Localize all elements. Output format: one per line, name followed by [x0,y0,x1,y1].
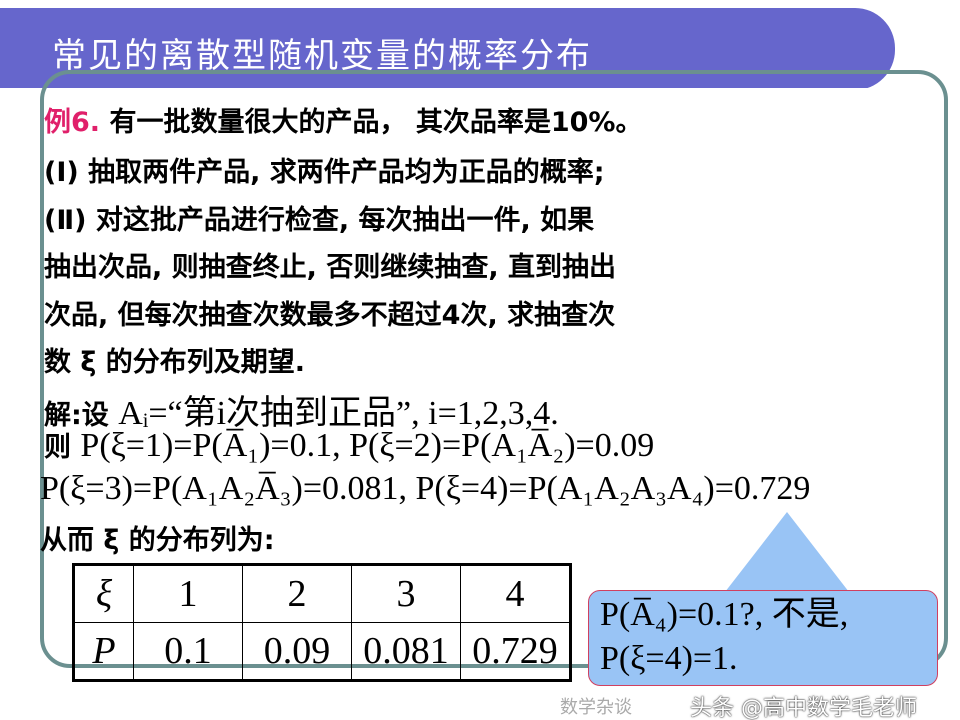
problem-line-2: (Ⅰ) 抽取两件产品, 求两件产品均为正品的概率; [44,157,605,188]
solution-line-1: 解:设 Aᵢ=“第i次抽到正品”, i=1,2,3,4. [44,385,559,434]
distribution-table: ξ 1 2 3 4 P 0.1 0.09 0.081 0.729 [72,563,572,682]
solution-label: 解:设 [44,400,109,431]
table-cell: 3 [351,564,461,623]
watermark-logo: 数学杂谈 [560,697,632,718]
problem-line-1: 例6. 有一批数量很大的产品， 其次品率是10%。 [44,100,642,139]
callout-pointer [725,512,849,592]
table-cell: 2 [242,564,352,623]
table-cell: 0.1 [133,622,243,681]
table-cell: 0.729 [460,622,571,681]
table-cell: 1 [133,564,243,623]
table-cell: 0.09 [242,622,352,681]
problem-line-4: 抽出次品, 则抽查终止, 否则继续抽查, 直到抽出 [44,252,616,283]
solution-math: Aᵢ=“第i次抽到正品”, i=1,2,3,4. [118,395,559,432]
watermark: 头条 @高中数学毛老师 [690,696,917,720]
table-cell: 0.081 [351,622,461,681]
solution-line-3: P(ξ=3)=P(A₁A₂A̅₃)=0.081, P(ξ=4)=P(A₁A₂A₃… [40,470,810,508]
table-cell: ξ [73,564,134,623]
problem-line-6: 数 ξ 的分布列及期望. [44,347,306,378]
title-bar [0,8,895,90]
table-cell: P [73,622,134,681]
solution-math: P(ξ=1)=P(A̅₁)=0.1, P(ξ=2)=P(A₁A̅₂)=0.09 [80,427,655,464]
problem-line-3: (Ⅱ) 对这批产品进行检查, 每次抽出一件, 如果 [44,205,595,236]
solution-math: P(ξ=3)=P(A₁A₂A̅₃)=0.081, P(ξ=4)=P(A₁A₂A₃… [40,470,811,507]
callout-box [588,590,938,686]
slide-title: 常见的离散型随机变量的概率分布 [52,36,592,76]
callout-text: P(A̅₄)=0.1?, 不是, P(ξ=4)=1. [600,596,849,677]
title-divider [0,88,880,91]
table-row: P 0.1 0.09 0.081 0.729 [73,622,571,681]
problem-line-5: 次品, 但每次抽查次数最多不超过4次, 求抽查次 [44,300,616,331]
problem-text: 有一批数量很大的产品， 其次品率是10%。 [109,107,643,138]
solution-line-2: 则 P(ξ=1)=P(A̅₁)=0.1, P(ξ=2)=P(A₁A̅₂)=0.0… [44,425,654,465]
then-label: 则 [44,432,71,463]
table-row: ξ 1 2 3 4 [73,564,571,623]
example-label: 例6. [44,107,101,138]
solution-line-4: 从而 ξ 的分布列为: [40,525,275,556]
table-cell: 4 [460,564,571,623]
